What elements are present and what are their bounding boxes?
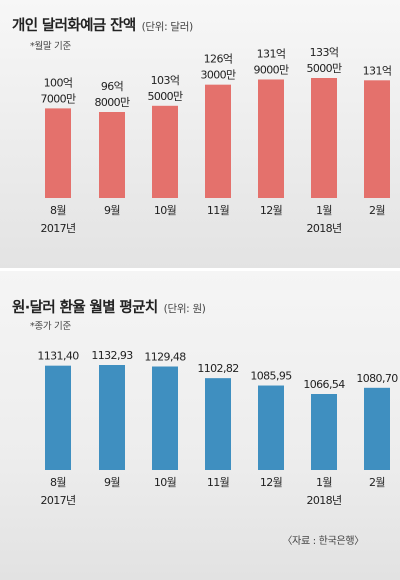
exchange-bar-1: [99, 365, 125, 470]
deposit-month-tick-0: 8월: [50, 204, 66, 217]
deposit-value-label-1-line-1: 8000만: [94, 96, 130, 109]
deposit-bar-4: [258, 79, 284, 198]
exchange-bar-chart: 1131,40 8월 2017년 1132,93 9월 1129,48 10월 1102,82…: [37, 349, 398, 507]
deposit-month-tick-2: 10월: [154, 204, 177, 217]
deposit-bar-0: [45, 108, 71, 198]
exchange-month-tick-3: 11월: [207, 476, 230, 489]
deposit-month-tick-1: 9월: [104, 204, 120, 217]
deposit-value-label-5-line-1: 5000만: [306, 62, 342, 75]
source-note: 〈자료 : 한국은행〉: [282, 536, 364, 547]
deposit-chart-title-text: 개인 달러화예금 잔액: [12, 18, 136, 34]
deposit-year-tick-5: 2018년: [306, 222, 341, 235]
exchange-value-label-3: 1102,82: [197, 362, 238, 375]
deposit-bar-6: [364, 80, 390, 198]
deposit-value-label-2-line-0: 103억: [151, 74, 180, 87]
deposit-value-label-2-line-1: 5000만: [147, 90, 183, 103]
exchange-chart-note: *종가 기준: [30, 321, 71, 332]
deposit-value-label-3-line-1: 3000만: [200, 69, 236, 82]
deposit-value-label-1-line-0: 96억: [101, 80, 123, 93]
exchange-bar-5: [311, 394, 337, 470]
deposit-chart-unit: (단위: 달러): [141, 21, 194, 33]
exchange-bar-4: [258, 385, 284, 470]
exchange-bar-2: [152, 366, 178, 470]
deposit-month-tick-5: 1월: [316, 204, 332, 217]
exchange-bar-0: [45, 365, 71, 470]
exchange-value-label-2: 1129,48: [144, 351, 186, 364]
deposit-chart-note: *월말 기준: [30, 41, 71, 52]
deposit-bar-2: [152, 105, 178, 198]
exchange-chart-unit: (단위: 원): [163, 303, 206, 315]
deposit-bar-5: [311, 78, 337, 198]
deposit-month-tick-3: 11월: [207, 204, 230, 217]
exchange-bar-6: [364, 387, 390, 470]
exchange-value-label-5: 1066,54: [303, 378, 345, 391]
exchange-value-label-6: 1080,70: [356, 372, 398, 385]
deposit-value-label-3-line-0: 126억: [204, 53, 233, 66]
exchange-year-tick-5: 2018년: [306, 494, 341, 507]
deposit-value-label-4-line-1: 9000만: [253, 63, 289, 76]
exchange-chart-title: 원·달러 환율 월별 평균치 (단위: 원): [12, 296, 206, 317]
exchange-value-label-1: 1132,93: [91, 349, 133, 362]
exchange-month-tick-5: 1월: [316, 476, 332, 489]
deposit-value-label-0-line-0: 100억: [44, 76, 73, 89]
exchange-month-tick-4: 12월: [260, 476, 283, 489]
exchange-chart-title-text: 원·달러 환율 월별 평균치: [12, 300, 158, 316]
deposit-month-tick-4: 12월: [260, 204, 283, 217]
exchange-bar-3: [205, 378, 231, 470]
deposit-month-tick-6: 2월: [369, 204, 385, 217]
exchange-month-tick-6: 2월: [369, 476, 385, 489]
deposit-bar-3: [205, 84, 231, 198]
deposit-value-label-4-line-0: 131억: [257, 47, 286, 60]
deposit-value-label-5-line-0: 133억: [310, 46, 339, 59]
exchange-value-label-4: 1085,95: [250, 370, 292, 383]
deposit-value-label-0-line-1: 7000만: [40, 92, 76, 105]
panel-divider: [0, 268, 400, 271]
exchange-month-tick-2: 10월: [154, 476, 177, 489]
deposit-bar-chart: 100억 7000만 8월 2017년 96억 8000만 9월 103억 5000만 10월 12…: [40, 46, 392, 235]
deposit-chart-title: 개인 달러화예금 잔액 (단위: 달러): [12, 14, 193, 35]
deposit-bar-1: [99, 112, 125, 198]
exchange-month-tick-1: 9월: [104, 476, 120, 489]
exchange-year-tick-0: 2017년: [40, 494, 75, 507]
exchange-month-tick-0: 8월: [50, 476, 66, 489]
deposit-year-tick-0: 2017년: [40, 222, 75, 235]
exchange-value-label-0: 1131,40: [37, 350, 79, 363]
deposit-value-label-6: 131억: [363, 64, 392, 77]
